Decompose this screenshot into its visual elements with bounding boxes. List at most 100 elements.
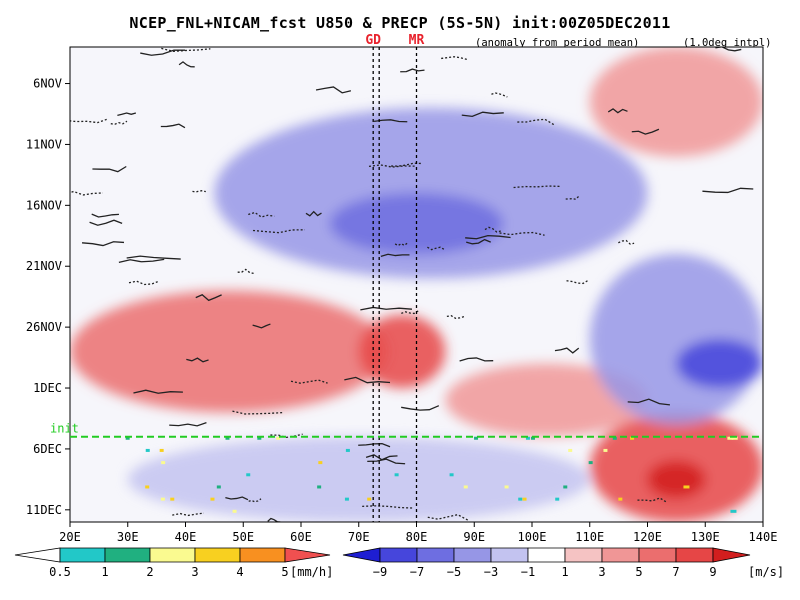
contour-segment (315, 86, 352, 94)
reference-lines: GD MR (365, 33, 424, 522)
contour-segment (627, 398, 670, 406)
precip-spot (125, 436, 130, 440)
x-tick-label: 40E (175, 530, 197, 544)
u850-swatch (416, 547, 455, 563)
y-tick-label: 6DEC (33, 442, 62, 456)
y-tick-label: 11DEC (26, 503, 62, 517)
contour-segment (465, 234, 511, 240)
u850-swatch (564, 547, 603, 563)
precip-spot (727, 436, 734, 440)
colorbar-precip: 0.5 1 2 3 4 5 [mm/h] (14, 547, 333, 579)
precip-spot (683, 485, 690, 489)
contour-segment (91, 213, 119, 218)
precip-swatch (59, 547, 106, 563)
contour-segment (195, 294, 222, 302)
precip-tick-label: 3 (191, 565, 198, 579)
precip-swatch (149, 547, 196, 563)
precip-spot (257, 436, 262, 440)
y-tick-label: 6NOV (33, 77, 62, 91)
contour-segment (484, 226, 501, 233)
precip-tick-label: 2 (146, 565, 153, 579)
precip-spot (618, 497, 623, 501)
contour-segment (133, 389, 183, 394)
contour-segment (270, 433, 303, 439)
u850-unit: [m/s] (748, 565, 784, 579)
contour-segment (232, 410, 283, 415)
contour-segment (618, 239, 635, 245)
u850-feature-easterly-9 (676, 339, 763, 389)
contour-segment (252, 229, 305, 234)
u850-tick-label: 1 (561, 565, 568, 579)
u850-swatch (379, 547, 418, 563)
u850-feature-easterly-8 (589, 254, 763, 425)
y-tick-label: 21NOV (26, 259, 62, 273)
contour-segment (365, 454, 398, 461)
precip-spot (145, 448, 150, 452)
precip-spot (603, 448, 608, 452)
precip-spot (525, 436, 530, 440)
contour-segment (186, 357, 209, 363)
precip-spot (522, 497, 527, 501)
u850-feature-westerly-0 (70, 290, 388, 413)
contour-lines (70, 47, 754, 522)
contour-segment (441, 56, 468, 61)
contour-segment (70, 118, 109, 124)
contour-segment (446, 315, 465, 320)
u850-swatch (490, 547, 529, 563)
u850-feature-easterly-10 (127, 436, 590, 522)
u850-tick-label: 7 (672, 565, 679, 579)
u850-tick-label: −7 (410, 565, 424, 579)
contour-segment (400, 68, 425, 73)
precip-spot (530, 436, 535, 440)
contour-segment (702, 187, 754, 194)
u850-tick-label: −5 (447, 565, 461, 579)
contour-segment (459, 357, 494, 362)
u850-swatch (675, 547, 714, 563)
contour-segment (499, 231, 545, 236)
contour-segment (161, 47, 211, 53)
u850-swatch (638, 547, 677, 563)
u850-feature-westerly-1 (358, 314, 446, 389)
u850-feature-easterly-6 (214, 107, 648, 279)
chart-subtitle-left: (anomaly from period mean) (475, 37, 639, 49)
contour-segment (126, 255, 181, 260)
precip-spot (474, 436, 479, 440)
u850-anomaly-field (70, 47, 763, 522)
precip-spots (125, 436, 738, 513)
colorbar-u850: −9 −7 −5 −3 −1 1 3 5 7 9 [m/s] (342, 547, 784, 579)
u850-swatch (527, 547, 566, 563)
contour-segment (362, 505, 414, 509)
y-tick-label: 11NOV (26, 137, 62, 151)
contour-segment (427, 513, 469, 521)
contour-segment (607, 108, 628, 114)
contour-segment (169, 422, 207, 427)
contour-segment (117, 112, 137, 116)
contour-segment (401, 310, 419, 315)
contour-segment (252, 323, 271, 329)
ref-label-mr: MR (409, 33, 425, 48)
contour-segment (81, 241, 125, 247)
precip-swatch (284, 547, 331, 563)
u850-tick-label: 9 (709, 565, 716, 579)
contour-segment (118, 258, 165, 264)
chart-subtitle-right: (1.0deg intpl) (683, 37, 772, 49)
contour-segment (89, 219, 123, 226)
precip-spot (449, 473, 454, 477)
contour-segment (427, 246, 445, 251)
u850-swatch (453, 547, 492, 563)
precip-spot (216, 485, 221, 489)
init-label: init (50, 422, 79, 436)
contour-segment (344, 376, 391, 384)
x-tick-label: 50E (232, 530, 254, 544)
precip-spot (612, 436, 617, 440)
contour-segment (225, 496, 249, 501)
x-tick-label: 100E (518, 530, 547, 544)
y-tick-label: 26NOV (26, 320, 62, 334)
contour-segment (631, 128, 660, 135)
contour-segment (305, 210, 322, 217)
precip-spot (159, 448, 164, 452)
contour-segment (360, 306, 413, 311)
precip-spot (145, 485, 150, 489)
contour-segment (248, 211, 275, 218)
precip-spot (232, 509, 237, 513)
